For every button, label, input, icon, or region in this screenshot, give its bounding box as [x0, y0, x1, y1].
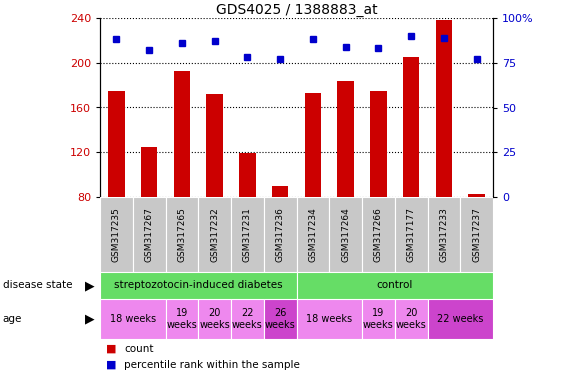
- Bar: [427, 197, 460, 272]
- Bar: [231, 299, 263, 339]
- Bar: [395, 197, 427, 272]
- Text: GSM317232: GSM317232: [210, 207, 219, 262]
- Bar: [231, 197, 263, 272]
- Bar: [468, 194, 485, 197]
- Text: GSM317266: GSM317266: [374, 207, 383, 262]
- Text: ■: ■: [106, 344, 116, 354]
- Bar: [337, 81, 354, 197]
- Bar: [362, 299, 395, 339]
- Bar: [370, 91, 387, 197]
- Bar: [297, 272, 493, 299]
- Bar: [100, 299, 166, 339]
- Text: age: age: [3, 314, 22, 324]
- Text: count: count: [124, 344, 154, 354]
- Bar: [395, 299, 427, 339]
- Text: 20
weeks: 20 weeks: [199, 308, 230, 330]
- Text: GSM317233: GSM317233: [439, 207, 448, 262]
- Text: 22
weeks: 22 weeks: [232, 308, 263, 330]
- Bar: [305, 93, 321, 197]
- Text: percentile rank within the sample: percentile rank within the sample: [124, 360, 300, 370]
- Bar: [166, 197, 198, 272]
- Text: GSM317265: GSM317265: [177, 207, 186, 262]
- Text: GSM317231: GSM317231: [243, 207, 252, 262]
- Bar: [100, 272, 297, 299]
- Text: 18 weeks: 18 weeks: [306, 314, 352, 324]
- Bar: [403, 57, 419, 197]
- Bar: [263, 197, 297, 272]
- Text: GSM317177: GSM317177: [406, 207, 415, 262]
- Text: GSM317236: GSM317236: [276, 207, 285, 262]
- Bar: [198, 299, 231, 339]
- Text: streptozotocin-induced diabetes: streptozotocin-induced diabetes: [114, 280, 283, 291]
- Text: ▶: ▶: [85, 313, 95, 326]
- Bar: [436, 20, 452, 197]
- Text: disease state: disease state: [3, 280, 72, 291]
- Bar: [198, 197, 231, 272]
- Bar: [272, 186, 288, 197]
- Text: 19
weeks: 19 weeks: [167, 308, 197, 330]
- Bar: [263, 299, 297, 339]
- Text: 22 weeks: 22 weeks: [437, 314, 484, 324]
- Bar: [329, 197, 362, 272]
- Bar: [100, 197, 133, 272]
- Text: GSM317235: GSM317235: [112, 207, 121, 262]
- Text: GSM317267: GSM317267: [145, 207, 154, 262]
- Bar: [297, 299, 362, 339]
- Bar: [427, 299, 493, 339]
- Bar: [133, 197, 166, 272]
- Bar: [166, 299, 198, 339]
- Text: 26
weeks: 26 weeks: [265, 308, 296, 330]
- Text: ▶: ▶: [85, 279, 95, 292]
- Text: GSM317237: GSM317237: [472, 207, 481, 262]
- Bar: [174, 71, 190, 197]
- Text: ■: ■: [106, 360, 116, 370]
- Text: 19
weeks: 19 weeks: [363, 308, 394, 330]
- Bar: [297, 197, 329, 272]
- Text: 18 weeks: 18 weeks: [110, 314, 156, 324]
- Bar: [239, 153, 256, 197]
- Text: 20
weeks: 20 weeks: [396, 308, 427, 330]
- Text: control: control: [377, 280, 413, 291]
- Bar: [108, 91, 124, 197]
- Title: GDS4025 / 1388883_at: GDS4025 / 1388883_at: [216, 3, 377, 17]
- Bar: [460, 197, 493, 272]
- Bar: [207, 94, 223, 197]
- Bar: [141, 147, 157, 197]
- Text: GSM317264: GSM317264: [341, 207, 350, 262]
- Bar: [362, 197, 395, 272]
- Text: GSM317234: GSM317234: [309, 207, 318, 262]
